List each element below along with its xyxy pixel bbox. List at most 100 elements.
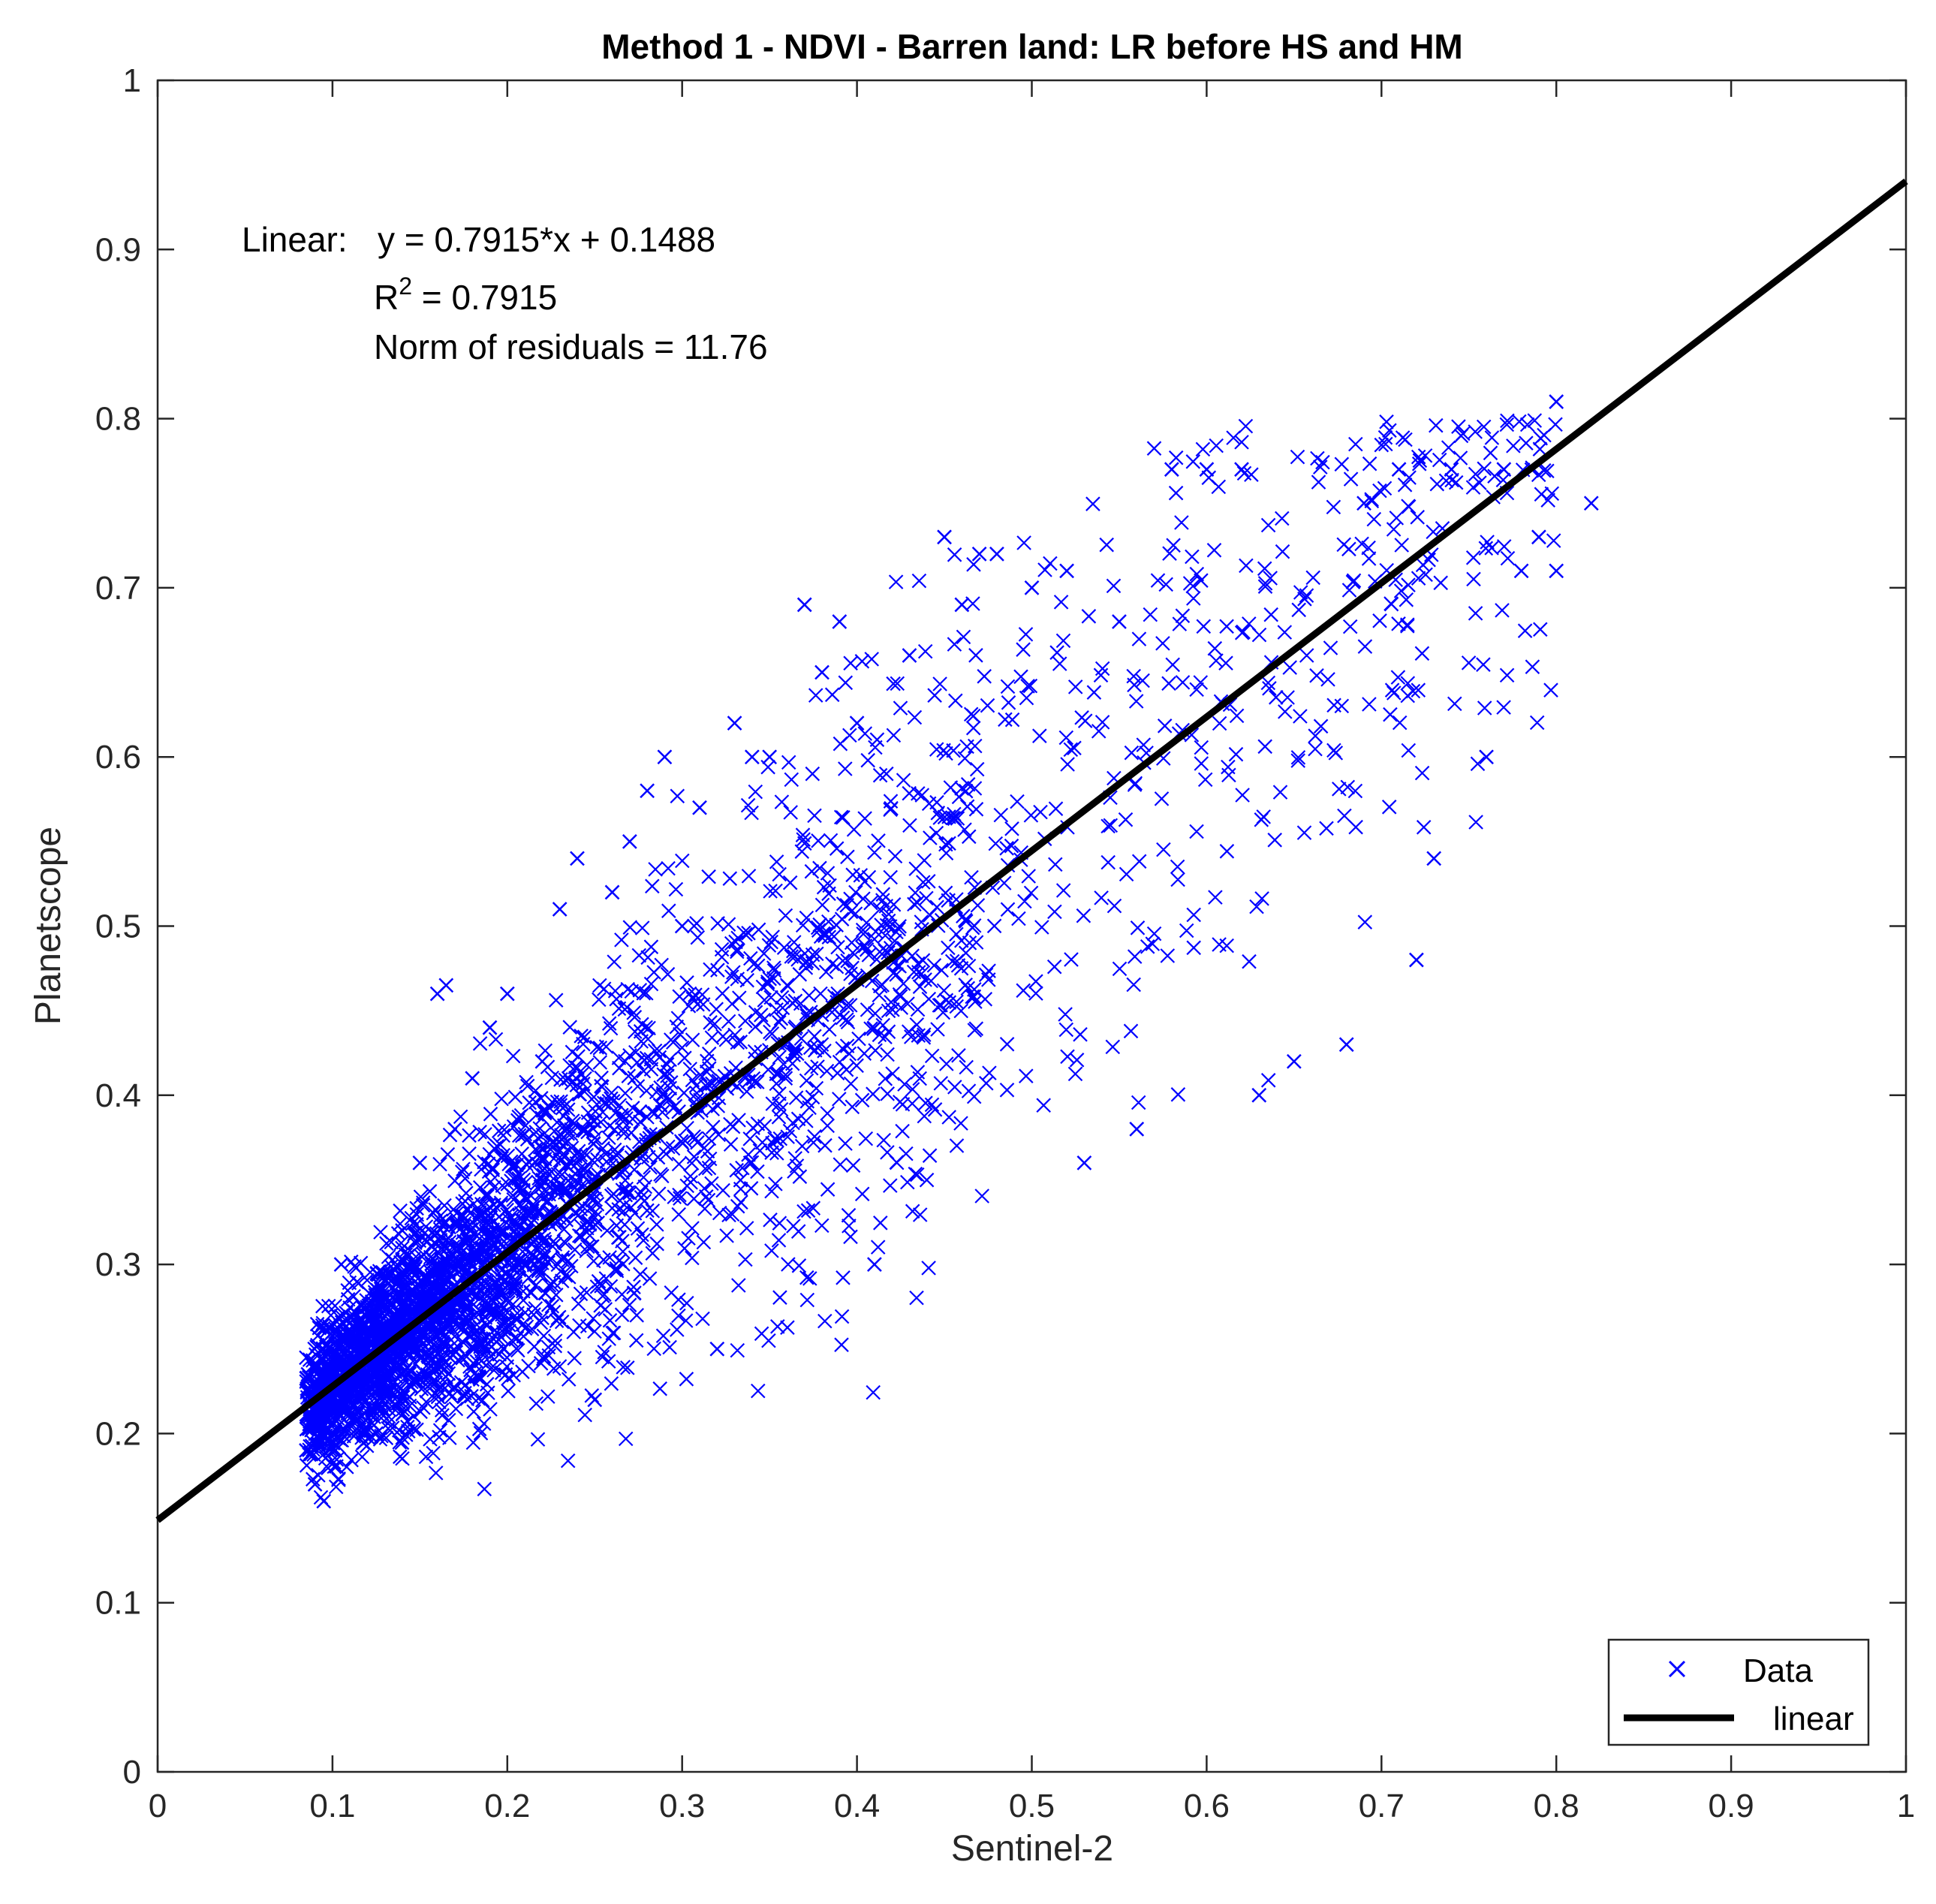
x-tick-label: 0.3: [659, 1788, 705, 1824]
data-point: [954, 597, 970, 613]
data-point: [989, 546, 1004, 562]
y-tick-label: 0.8: [95, 401, 141, 438]
data-point: [587, 1392, 603, 1408]
x-tick-labels: 0 0.1 0.2 0.3 0.4 0.5 0.6 0.7 0.8 0.9 1: [149, 1788, 1915, 1824]
x-tick-label: 0.7: [1359, 1788, 1405, 1824]
data-point: [1199, 462, 1215, 478]
data-point: [832, 614, 848, 629]
data-point: [1549, 394, 1564, 409]
data-point: [1286, 1053, 1302, 1069]
data-point: [796, 597, 812, 613]
data-point: [465, 1071, 480, 1086]
data-points: [299, 394, 1599, 1509]
data-point: [316, 1493, 332, 1509]
x-axis-label: Sentinel-2: [951, 1829, 1113, 1869]
x-tick-label: 0.5: [1009, 1788, 1055, 1824]
data-point: [744, 749, 760, 765]
data-point: [1112, 614, 1127, 629]
annotation-r-squared: R2 = 0.7915: [374, 273, 557, 317]
data-point: [325, 1324, 340, 1340]
data-point: [1583, 496, 1599, 511]
data-point: [814, 664, 829, 680]
axes-box: [156, 79, 1907, 1773]
data-point: [447, 1121, 462, 1137]
y-tick-label: 0.2: [95, 1415, 141, 1452]
chart-title: Method 1 - NDVI - Barren land: LR before…: [601, 27, 1463, 66]
x-tick-label: 0.2: [484, 1788, 530, 1824]
legend-linear-label: linear: [1773, 1701, 1854, 1737]
data-point: [1426, 851, 1442, 866]
data-point: [1444, 462, 1459, 478]
x-tick-label: 0: [149, 1788, 167, 1824]
data-point: [482, 1020, 498, 1035]
x-tick-label: 0.6: [1184, 1788, 1230, 1824]
data-point-cloud-path: [299, 413, 1563, 1505]
data-point: [438, 978, 454, 993]
data-point: [971, 546, 987, 562]
data-point: [1251, 1087, 1267, 1103]
data-point: [412, 1155, 428, 1170]
data-point: [937, 529, 952, 545]
annotation-equation: y = 0.7915*x + 0.1488: [378, 220, 715, 259]
data-point: [1164, 462, 1179, 478]
y-tick-label: 0: [123, 1754, 141, 1791]
data-point: [849, 716, 865, 731]
legend-data-label: Data: [1743, 1652, 1813, 1689]
data-point: [1391, 462, 1407, 478]
data-point: [1059, 563, 1074, 579]
x-tick-label: 0.4: [834, 1788, 880, 1824]
y-tick-label: 0.1: [95, 1585, 141, 1622]
x-tick-label: 0.8: [1534, 1788, 1579, 1824]
y-tick-label: 1: [123, 62, 141, 99]
y-tick-label: 0.4: [95, 1077, 141, 1114]
data-point: [1513, 563, 1529, 579]
data-point: [1234, 462, 1249, 478]
data-point: [1496, 462, 1512, 478]
data-point: [657, 749, 673, 765]
data-point: [377, 1291, 393, 1306]
legend-box: [1607, 1638, 1870, 1746]
y-tick-label: 0.7: [95, 570, 141, 607]
data-point: [307, 1477, 323, 1492]
data-point: [534, 1053, 550, 1069]
data-point: [1531, 529, 1546, 545]
data-point: [552, 902, 568, 917]
data-point: [1024, 580, 1040, 595]
data-point-cloud: [299, 413, 1563, 1505]
data-point: [395, 1223, 410, 1238]
data-point: [692, 800, 707, 815]
linear-fit-line: [155, 178, 1908, 1523]
annotation-norm-residuals: Norm of residuals = 11.76: [374, 327, 768, 366]
data-point: [1408, 952, 1424, 968]
data-point: [1549, 563, 1564, 579]
r2-value: = 0.7915: [412, 278, 557, 317]
y-tick-label: 0.6: [95, 739, 141, 776]
x-tick-label: 0.1: [309, 1788, 355, 1824]
data-point: [902, 648, 917, 663]
data-point: [1076, 1155, 1092, 1170]
data-point: [300, 1366, 316, 1382]
data-point: [333, 1257, 349, 1272]
data-point: [499, 986, 515, 1002]
data-point: [299, 1443, 314, 1458]
data-point: [709, 1341, 725, 1357]
data-point: [604, 884, 620, 900]
legend-data-marker: [1668, 1660, 1686, 1678]
data-point: [1338, 1037, 1354, 1053]
data-point: [517, 1257, 532, 1272]
data-point: [369, 1426, 384, 1442]
data-point: [1479, 749, 1494, 765]
data-point: [762, 749, 778, 765]
y-axis-label: Planetscope: [29, 827, 68, 1025]
y-tick-labels: 0 0.1 0.2 0.3 0.4 0.5 0.6 0.7 0.8 0.9 1: [95, 62, 141, 1791]
y-tick-label: 0.3: [95, 1246, 141, 1283]
data-point: [867, 1257, 882, 1272]
data-point: [622, 833, 637, 849]
y-tick-label: 0.9: [95, 231, 141, 268]
x-tick-label: 0.9: [1709, 1788, 1754, 1824]
data-point: [570, 851, 585, 866]
data-point: [640, 783, 655, 799]
r2-prefix: R: [374, 278, 399, 317]
y-tick-label: 0.5: [95, 908, 141, 945]
